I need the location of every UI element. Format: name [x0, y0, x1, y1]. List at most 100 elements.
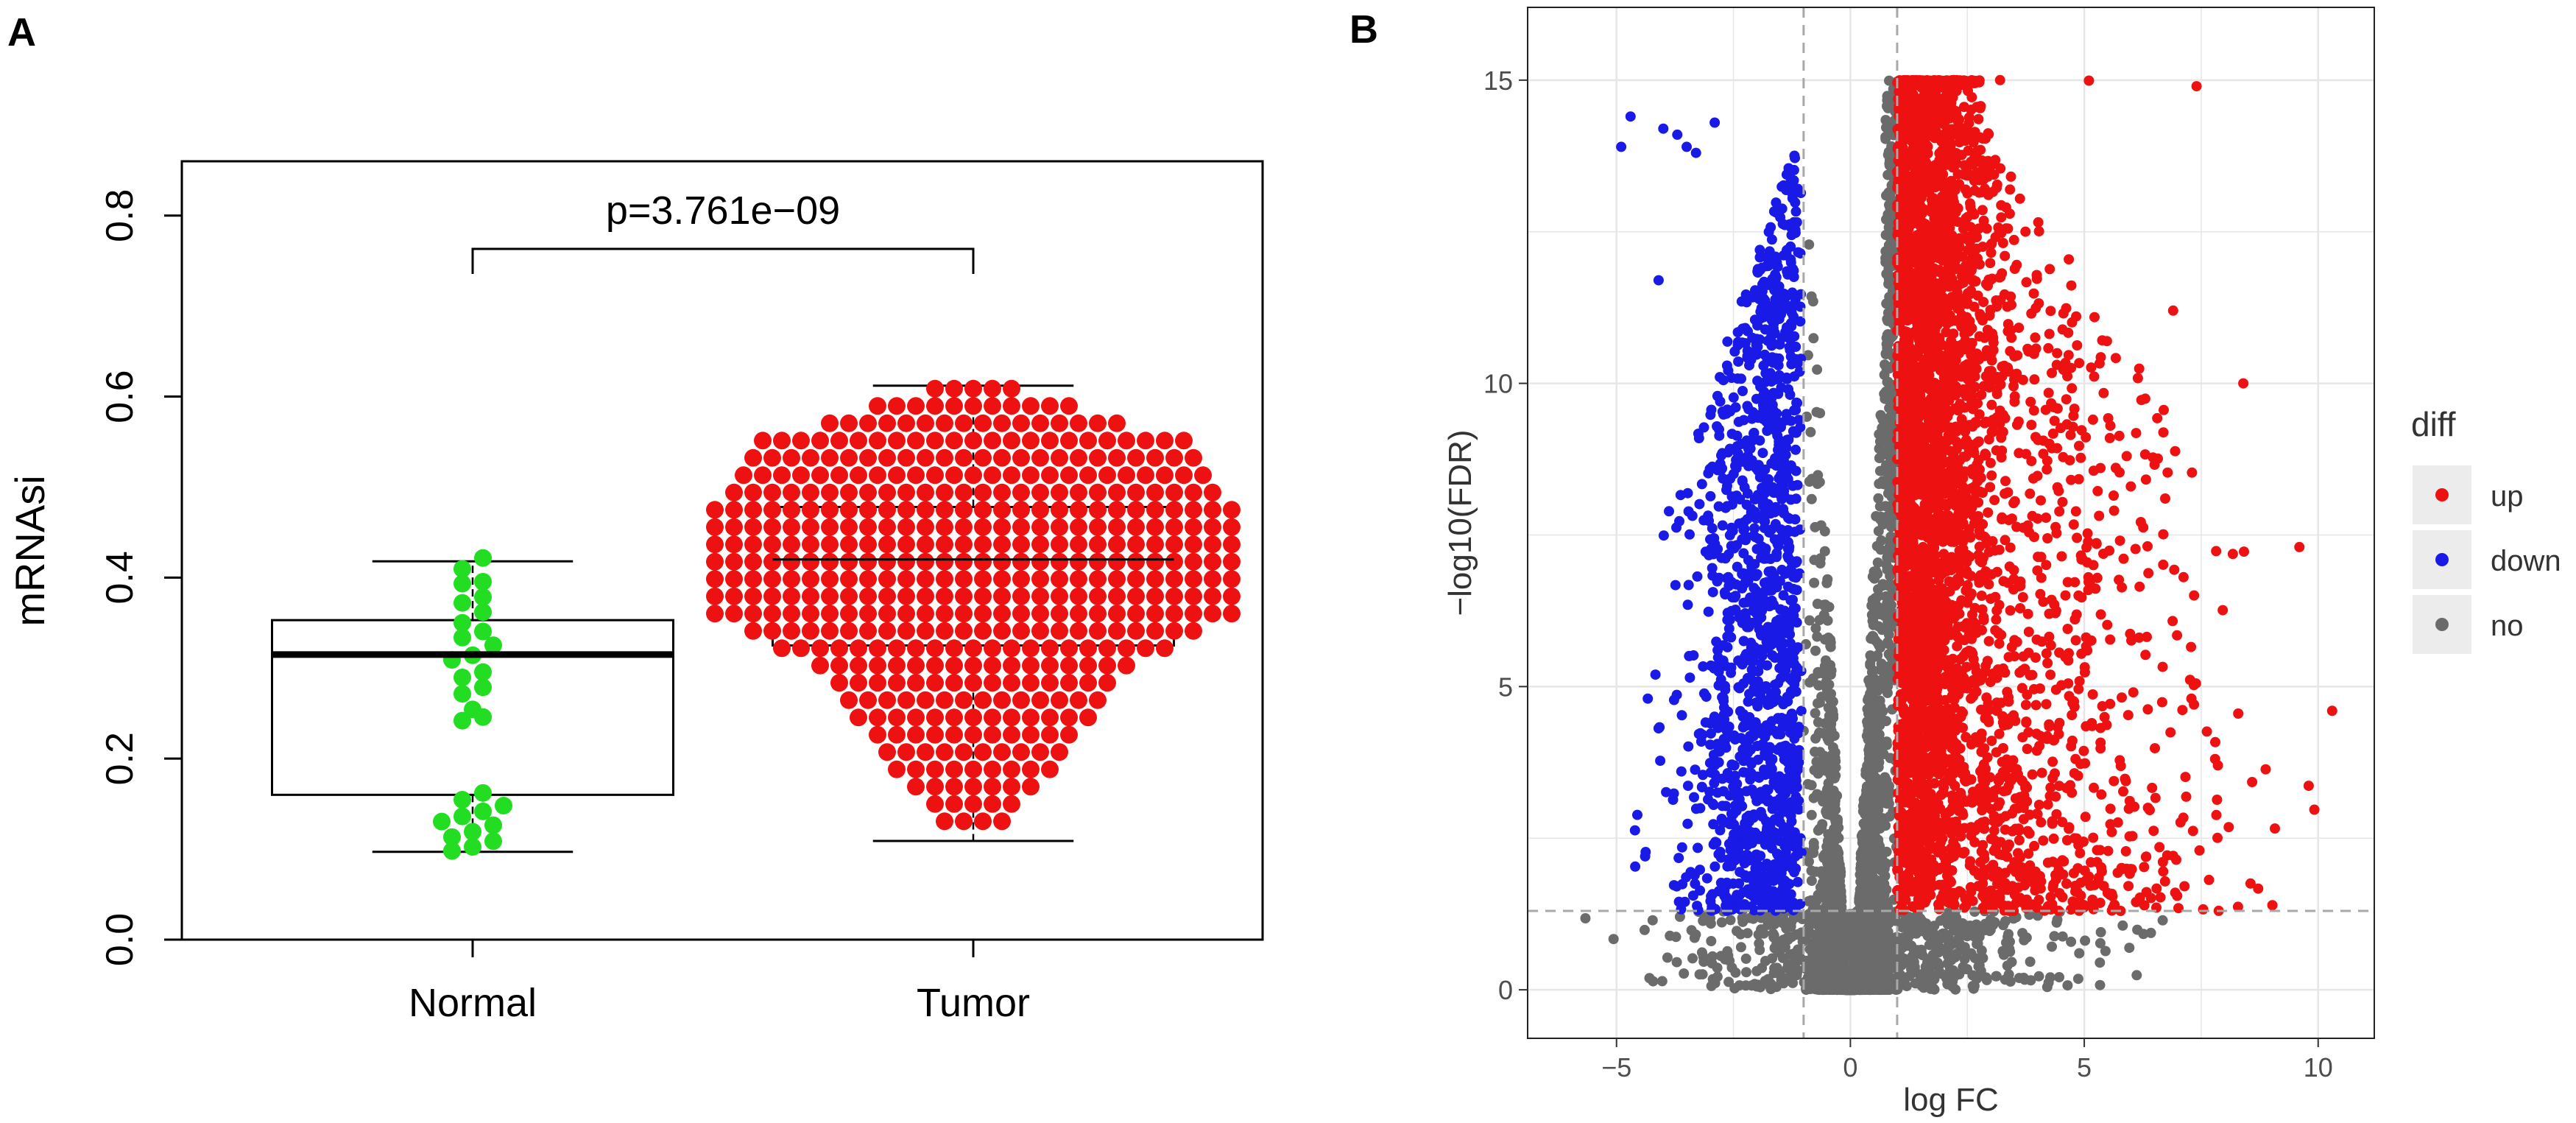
no-point [1872, 980, 1883, 991]
tumor-point [1175, 466, 1193, 485]
normal-point [484, 816, 502, 834]
no-point [1813, 916, 1824, 927]
no-point [1865, 660, 1876, 671]
down-point [1673, 853, 1684, 864]
no-point [1997, 946, 2008, 957]
tumor-point [926, 674, 944, 692]
tumor-point [907, 760, 925, 778]
no-point [1722, 946, 1733, 957]
tumor-point [907, 778, 925, 796]
normal-point [484, 636, 502, 655]
y-tick-label: 0.8 [99, 189, 141, 242]
no-point [1679, 968, 1690, 979]
tumor-point [1098, 639, 1116, 658]
tumor-point [926, 760, 944, 778]
tumor-point [1079, 432, 1097, 450]
no-point [1904, 930, 1915, 941]
tumor-point [1165, 501, 1183, 519]
tumor-point [783, 622, 800, 640]
tumor-point [840, 570, 858, 588]
tumor-point [1003, 795, 1020, 813]
normal-point [454, 594, 471, 612]
no-point [2057, 931, 2068, 942]
tumor-point [1051, 501, 1068, 519]
no-point [1662, 952, 1673, 963]
tumor-point [811, 466, 829, 485]
tumor-point [744, 587, 762, 605]
tumor-point [1060, 397, 1078, 415]
tumor-point [840, 605, 858, 623]
tumor-point [725, 535, 743, 554]
no-point [1966, 929, 1977, 940]
no-point [1823, 666, 1834, 677]
no-point [1810, 937, 1821, 948]
tumor-point [1223, 570, 1241, 588]
no-point [1734, 980, 1745, 991]
normal-point [454, 613, 471, 632]
tumor-point [1031, 483, 1049, 501]
panel-a-boxes [271, 384, 1175, 853]
tumor-point [993, 535, 1011, 554]
tumor-point [1003, 778, 1020, 796]
box-iqr [772, 506, 1175, 647]
tumor-point [917, 691, 934, 709]
no-point [1862, 887, 1873, 898]
tumor-point [763, 605, 781, 623]
no-point [1943, 930, 1954, 940]
no-point [1852, 921, 1863, 932]
tumor-point [763, 483, 781, 501]
down-point [1683, 741, 1694, 752]
tumor-point [936, 501, 953, 519]
no-point [1696, 947, 1707, 958]
tumor-point [1031, 518, 1049, 536]
tumor-point [735, 466, 752, 485]
no-point [1824, 982, 1835, 993]
tumor-point [936, 812, 953, 831]
tumor-point [1185, 587, 1202, 605]
no-point [1932, 957, 1943, 968]
tumor-point [1060, 656, 1078, 675]
no-point [1813, 728, 1824, 739]
no-point [1812, 631, 1823, 642]
tumor-point [859, 483, 877, 501]
tumor-point [1003, 466, 1020, 485]
tumor-point [1012, 501, 1030, 519]
no-point [1818, 943, 1829, 953]
tumor-point [907, 725, 925, 744]
no-point [1875, 938, 1886, 949]
no-point [1891, 973, 1902, 984]
tumor-point [1070, 605, 1087, 623]
tumor-point [926, 725, 944, 744]
tumor-point [1089, 483, 1107, 501]
tumor-point [993, 483, 1011, 501]
tumor-point [821, 587, 839, 605]
tumor-point [917, 743, 934, 761]
normal-point [474, 784, 492, 802]
no-point [1880, 501, 1891, 512]
tumor-point [1022, 760, 1040, 778]
tumor-point [1051, 518, 1068, 536]
tumor-point [1041, 656, 1059, 675]
normal-point [454, 560, 471, 578]
tumor-point [1089, 622, 1107, 640]
tumor-point [1098, 656, 1116, 675]
no-point [1819, 546, 1830, 557]
tumor-point [964, 432, 982, 450]
normal-point [454, 574, 471, 593]
no-point [1880, 257, 1891, 268]
tumor-point [1165, 622, 1183, 640]
no-point [1838, 939, 1849, 950]
tumor-point [1127, 605, 1145, 623]
no-point [1697, 969, 1708, 980]
tumor-point [1204, 605, 1221, 623]
tumor-point [840, 691, 858, 709]
tumor-point [1165, 605, 1183, 623]
tumor-point [926, 708, 944, 727]
tumor-point [974, 414, 992, 432]
no-point [1712, 971, 1723, 982]
no-point [1656, 976, 1668, 987]
tumor-point [1060, 432, 1078, 450]
tumor-point [1079, 466, 1097, 485]
tumor-point [1031, 570, 1049, 588]
normal-point [474, 802, 492, 820]
